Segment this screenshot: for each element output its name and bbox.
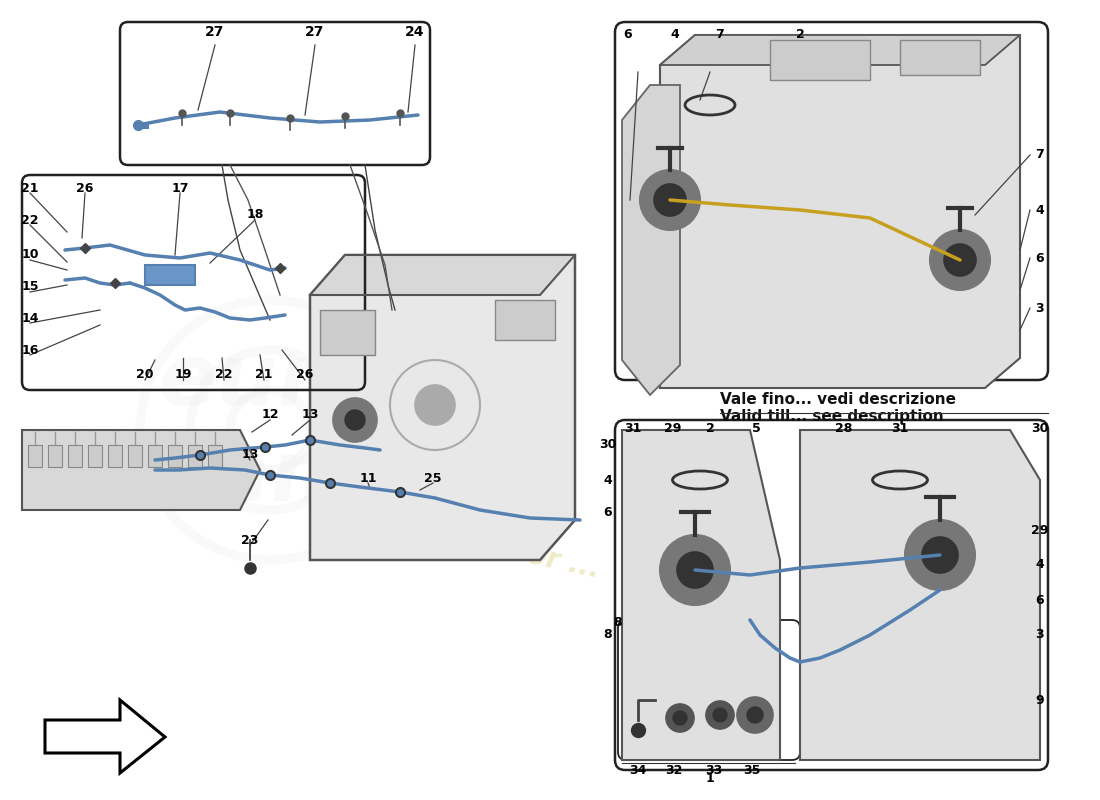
Circle shape [666,704,694,732]
Text: 34: 34 [629,763,647,777]
Circle shape [713,708,727,722]
Polygon shape [310,255,575,560]
Circle shape [640,170,700,230]
Text: 32: 32 [666,763,683,777]
Bar [148,445,162,467]
Circle shape [944,244,976,276]
Text: a passion for ...: a passion for ... [358,506,602,584]
Circle shape [660,535,730,605]
Text: 6: 6 [1036,251,1044,265]
Text: 29: 29 [1032,523,1048,537]
Text: 27: 27 [306,25,324,39]
Polygon shape [45,700,165,773]
Text: 12: 12 [262,409,278,422]
Text: 2: 2 [795,29,804,42]
Text: 20: 20 [136,369,154,382]
Text: 11: 11 [360,471,376,485]
Text: 19: 19 [174,369,191,382]
Text: 9: 9 [1036,694,1044,706]
Bar [48,445,62,467]
Circle shape [905,520,975,590]
Circle shape [654,184,686,216]
Text: 13: 13 [301,409,319,422]
Text: Vale fino... vedi descrizione
Valid till... see description: Vale fino... vedi descrizione Valid till… [720,392,956,424]
Circle shape [737,697,773,733]
Text: 26: 26 [76,182,94,194]
Bar [28,445,42,467]
Text: 22: 22 [216,369,233,382]
Text: 25: 25 [425,471,442,485]
Bar [770,40,870,80]
Text: 29: 29 [664,422,682,434]
Bar [68,445,82,467]
Polygon shape [621,85,680,395]
Circle shape [747,707,763,723]
Text: 3: 3 [1036,629,1044,642]
Text: 8: 8 [604,629,613,642]
Bar [900,40,980,75]
Text: 4: 4 [1035,558,1044,571]
Text: 31: 31 [891,422,909,434]
Text: 27: 27 [206,25,224,39]
Text: 23: 23 [241,534,258,546]
Circle shape [345,410,365,430]
Polygon shape [22,430,260,510]
Text: 14: 14 [21,311,38,325]
Text: 3: 3 [1036,302,1044,314]
Circle shape [922,537,958,573]
Text: 5: 5 [751,422,760,434]
Text: 15: 15 [21,281,38,294]
Text: 21: 21 [21,182,38,194]
Polygon shape [800,430,1040,760]
Bar [108,445,122,467]
Text: 33: 33 [705,763,723,777]
Polygon shape [660,35,1020,388]
Text: 6: 6 [624,29,632,42]
Text: 1: 1 [705,771,714,785]
Text: 4: 4 [604,474,613,486]
Text: euro
ricambi: euro ricambi [89,341,451,519]
Text: 31: 31 [625,422,641,434]
Text: 6: 6 [604,506,613,518]
Circle shape [673,711,688,725]
Bar [495,300,556,340]
Polygon shape [660,35,1020,65]
Text: 13: 13 [241,449,258,462]
Circle shape [930,230,990,290]
Text: 4: 4 [671,29,680,42]
Text: 10: 10 [21,249,38,262]
Text: 18: 18 [246,209,264,222]
Circle shape [676,552,713,588]
Bar [320,310,375,355]
Text: 2: 2 [705,422,714,434]
Text: 7: 7 [716,29,725,42]
Bar [168,445,182,467]
Text: 24: 24 [405,25,425,39]
Bar [208,445,222,467]
Text: 17: 17 [172,182,189,194]
Text: 4: 4 [1035,203,1044,217]
Text: 35: 35 [744,763,761,777]
Circle shape [415,385,455,425]
Text: 30: 30 [600,438,617,451]
Text: 16: 16 [21,343,38,357]
Text: 6: 6 [1036,594,1044,606]
Circle shape [706,701,734,729]
Text: 21: 21 [255,369,273,382]
Bar [88,445,102,467]
Polygon shape [145,265,195,285]
Text: 26: 26 [296,369,314,382]
Text: 28: 28 [835,422,852,434]
Text: 7: 7 [1035,149,1044,162]
Text: 22: 22 [21,214,38,226]
Text: 8: 8 [614,617,623,630]
Polygon shape [310,255,575,295]
Text: 30: 30 [1032,422,1048,434]
Circle shape [333,398,377,442]
Bar [128,445,142,467]
Bar [188,445,202,467]
Polygon shape [621,430,780,760]
